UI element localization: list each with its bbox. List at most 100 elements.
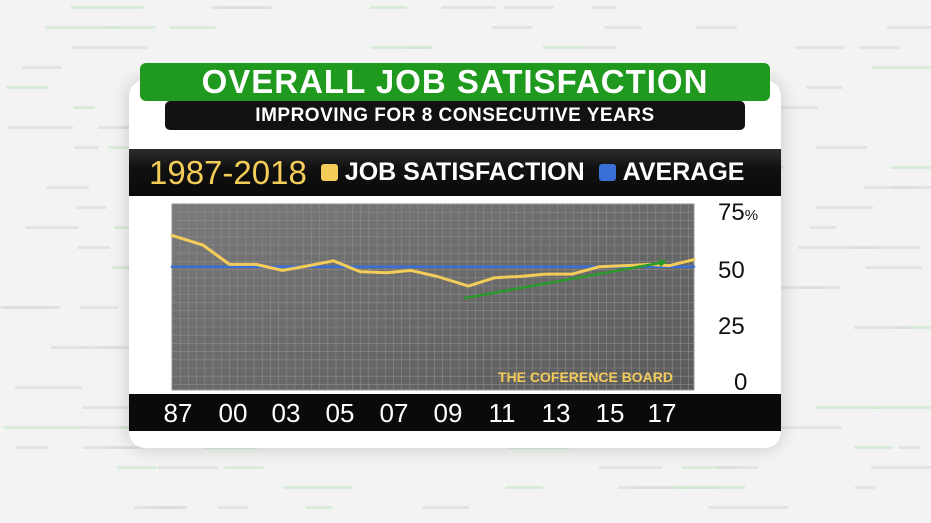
- background-ticker-mark: [591, 6, 617, 9]
- background-ticker-mark: [815, 406, 877, 409]
- background-ticker-mark: [7, 126, 74, 129]
- chart-subtitle: IMPROVING FOR 8 CONSECUTIVE YEARS: [255, 104, 655, 126]
- background-ticker-mark: [224, 466, 264, 469]
- background-ticker-mark: [810, 226, 837, 229]
- x-tick-label: 11: [488, 398, 516, 428]
- x-tick-label: 00: [218, 398, 248, 428]
- background-ticker-mark: [157, 466, 219, 469]
- y-tick-label-25: 25: [718, 313, 745, 340]
- background-ticker-mark: [851, 246, 920, 249]
- background-ticker-mark: [859, 46, 900, 49]
- background-ticker-mark: [747, 106, 819, 109]
- background-ticker-mark: [890, 166, 931, 169]
- background-ticker-mark: [71, 46, 148, 49]
- background-ticker-mark: [863, 186, 915, 189]
- background-ticker-mark: [170, 26, 216, 29]
- background-ticker-mark: [98, 126, 147, 129]
- plot-background: [171, 203, 695, 391]
- background-ticker-mark: [283, 486, 353, 489]
- x-tick-label: 17: [647, 398, 677, 428]
- background-ticker-mark: [80, 346, 122, 349]
- x-tick-label: 05: [325, 398, 355, 428]
- background-ticker-mark: [73, 106, 95, 109]
- background-ticker-mark: [815, 146, 868, 149]
- background-ticker-mark: [854, 326, 910, 329]
- x-tick-label: 03: [271, 398, 301, 428]
- legend-item-average: AVERAGE: [598, 158, 759, 187]
- background-ticker-mark: [15, 386, 83, 389]
- background-ticker-mark: [682, 466, 738, 469]
- background-ticker-mark: [82, 406, 130, 409]
- background-ticker-mark: [695, 26, 737, 29]
- x-tick-label: 07: [379, 398, 409, 428]
- background-ticker-mark: [587, 46, 616, 49]
- background-ticker-mark: [795, 46, 844, 49]
- background-ticker-mark: [798, 246, 876, 249]
- y-tick-label-75: 75%: [718, 199, 759, 226]
- background-ticker-mark: [854, 446, 893, 449]
- background-ticker-mark: [3, 306, 61, 309]
- background-ticker-mark: [869, 406, 931, 409]
- background-ticker-mark: [81, 426, 133, 429]
- background-ticker-mark: [717, 466, 758, 469]
- legend-swatch-job-satisfaction: [320, 164, 338, 181]
- background-ticker-mark: [45, 26, 122, 29]
- background-ticker-mark: [108, 26, 156, 29]
- background-ticker-mark: [871, 466, 931, 469]
- background-ticker-mark: [618, 486, 674, 489]
- background-ticker-mark: [306, 506, 333, 509]
- background-ticker-mark: [26, 226, 79, 229]
- background-ticker-mark: [806, 86, 843, 89]
- legend: 1987-2018 JOB SATISFACTION AVERAGE: [129, 149, 781, 196]
- background-ticker-mark: [441, 6, 495, 9]
- background-ticker-mark: [51, 346, 87, 349]
- background-ticker-mark: [871, 66, 931, 69]
- background-ticker-mark: [77, 246, 111, 249]
- series-line-job-satisfaction: [170, 233, 696, 288]
- background-ticker-mark: [3, 426, 83, 429]
- background-ticker-mark: [599, 466, 662, 469]
- legend-item-job-satisfaction: JOB SATISFACTION: [320, 158, 599, 187]
- background-ticker-mark: [708, 506, 789, 509]
- background-ticker-mark: [855, 486, 876, 489]
- y-tick-label-0: 0: [734, 369, 748, 396]
- legend-label-average: AVERAGE: [622, 158, 745, 186]
- legend-swatch-average: [598, 164, 616, 181]
- background-ticker-mark: [76, 206, 107, 209]
- x-axis-bar: [129, 394, 781, 431]
- background-ticker-mark: [117, 466, 157, 469]
- background-ticker-mark: [74, 146, 99, 149]
- background-ticker-mark: [504, 6, 554, 9]
- background-ticker-mark: [887, 26, 931, 29]
- background-ticker-mark: [781, 426, 842, 429]
- background-ticker-mark: [865, 266, 923, 269]
- background-ticker-mark: [16, 446, 48, 449]
- x-tick-label: 13: [541, 398, 571, 428]
- legend-date-range: 1987-2018: [149, 153, 307, 191]
- legend-label-job-satisfaction: JOB SATISFACTION: [344, 158, 585, 186]
- background-ticker-mark: [6, 86, 48, 89]
- x-tick-label: 09: [433, 398, 463, 428]
- grid: [171, 203, 694, 390]
- background-ticker-mark: [816, 206, 873, 209]
- subtitle-banner: IMPROVING FOR 8 CONSECUTIVE YEARS: [165, 101, 745, 130]
- background-ticker-mark: [218, 506, 249, 509]
- background-ticker-mark: [492, 26, 533, 29]
- background-ticker-mark: [371, 46, 432, 49]
- background-ticker-mark: [675, 486, 746, 489]
- background-ticker-mark: [799, 286, 841, 289]
- x-tick-label: 15: [595, 398, 625, 428]
- background-ticker-mark: [542, 46, 587, 49]
- background-ticker-mark: [895, 326, 931, 329]
- background-ticker-mark: [159, 506, 184, 509]
- background-ticker-mark: [46, 186, 89, 189]
- background-ticker-mark: [505, 486, 543, 489]
- trend-arrow: [463, 259, 668, 300]
- x-tick-label: 87: [163, 398, 193, 428]
- background-ticker-mark: [369, 6, 407, 9]
- background-ticker-mark: [101, 346, 142, 349]
- source-label: THE COFERENCE BOARD: [498, 369, 674, 385]
- background-ticker-mark: [898, 446, 920, 449]
- background-ticker-mark: [79, 306, 118, 309]
